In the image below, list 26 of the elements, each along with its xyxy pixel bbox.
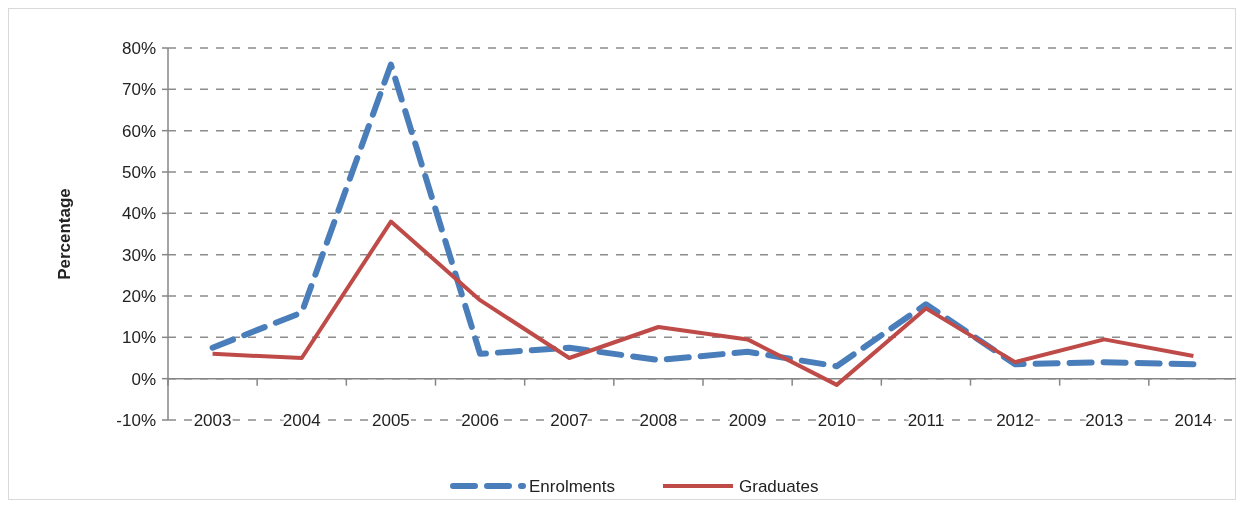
y-tick-label: 40% xyxy=(121,204,156,224)
x-tick-label: 2012 xyxy=(996,410,1034,430)
y-tick-label: 10% xyxy=(121,328,156,348)
line-series xyxy=(210,219,1196,387)
x-tick-label: 2006 xyxy=(461,410,499,430)
x-tick-label: 2013 xyxy=(1085,410,1124,430)
y-axis-title: Percentage xyxy=(55,188,74,280)
y-tick-label: 80% xyxy=(121,38,156,58)
y-tick-label: 0% xyxy=(131,369,156,389)
y-tick-label: 70% xyxy=(121,80,156,100)
x-tick-label: 2010 xyxy=(817,410,856,430)
legend-label: Graduates xyxy=(739,476,819,496)
x-tick-label: 2009 xyxy=(728,410,767,430)
legend-label: Enrolments xyxy=(529,476,615,496)
x-tick-label: 2003 xyxy=(193,410,232,430)
x-tick-label: 2008 xyxy=(639,410,678,430)
x-tick-label: 2007 xyxy=(550,410,589,430)
x-tick-label: 2004 xyxy=(282,410,321,430)
x-tick-label: 2005 xyxy=(372,410,410,430)
x-tick-label: 2011 xyxy=(907,410,945,430)
y-tick-label: 50% xyxy=(121,162,156,182)
y-tick-label: 60% xyxy=(121,121,156,141)
x-tick-label: 2014 xyxy=(1174,410,1213,430)
y-tick-label: -10% xyxy=(116,410,156,430)
y-tick-label: 20% xyxy=(121,286,156,306)
y-tick-label: 30% xyxy=(121,245,156,265)
